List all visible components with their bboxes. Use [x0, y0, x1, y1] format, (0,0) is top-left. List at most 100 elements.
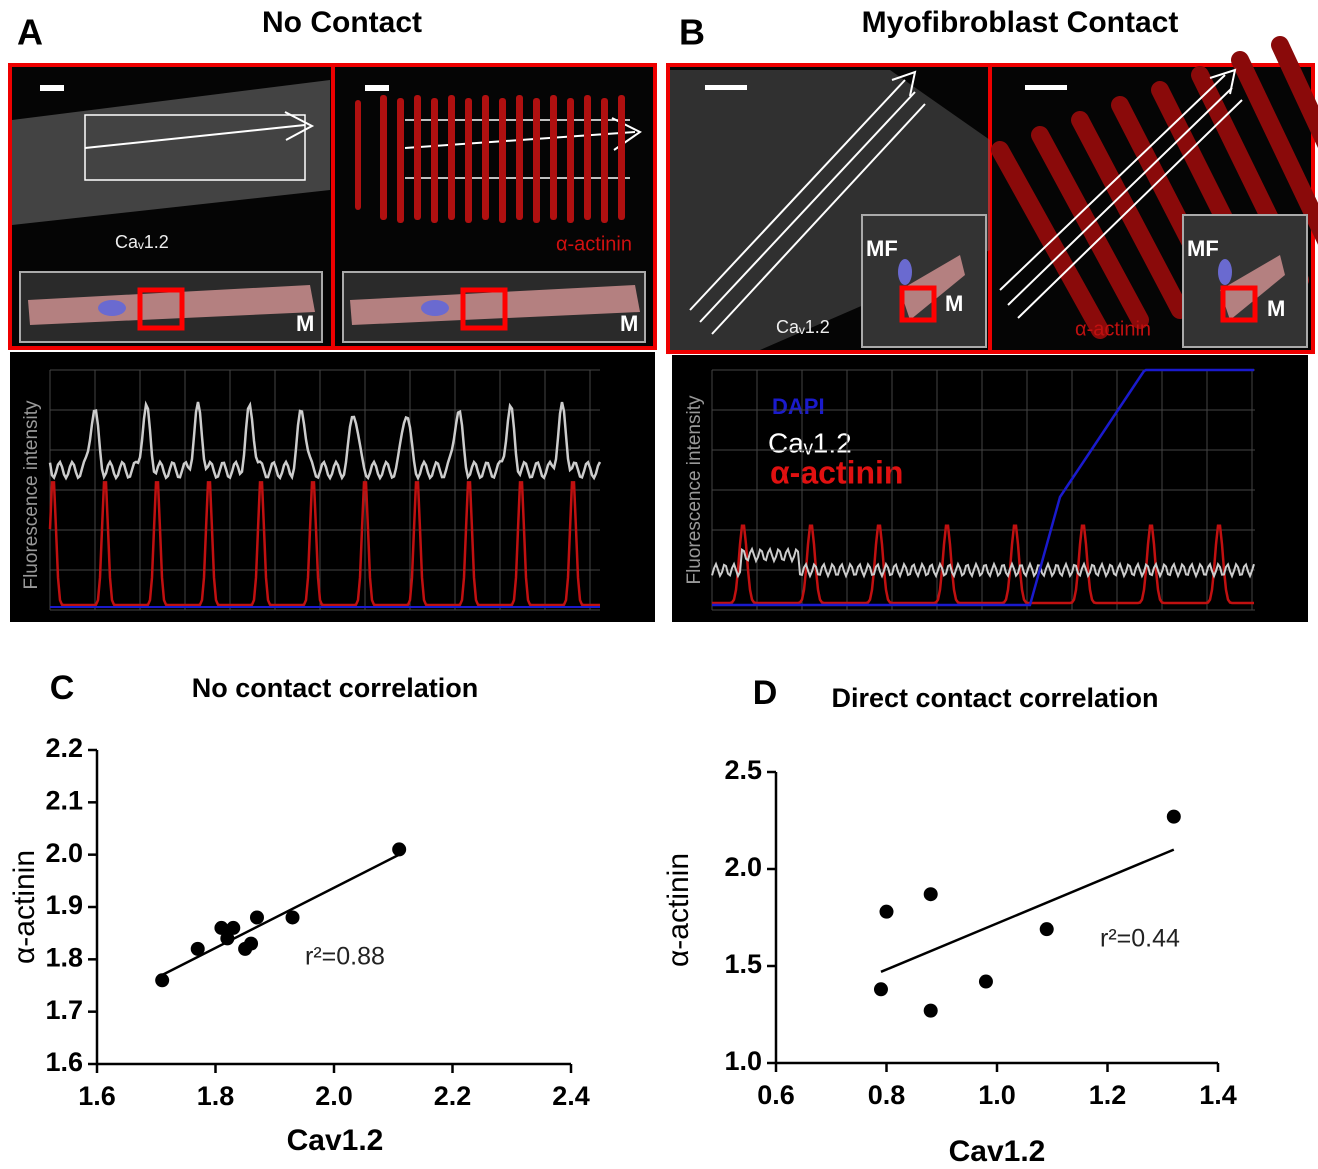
stripe — [397, 98, 404, 223]
image-label: Caᵥ1.2 — [776, 317, 830, 337]
panel-letter: B — [679, 12, 705, 53]
stripe — [1031, 126, 1149, 329]
legend-label: α-actinin — [770, 454, 903, 490]
y-tick-label: 1.0 — [724, 1046, 762, 1076]
point — [873, 982, 888, 997]
profile-plot — [10, 352, 655, 622]
stripe — [584, 95, 591, 220]
point — [923, 887, 938, 902]
point — [392, 842, 407, 857]
y-tick-label: 2.5 — [724, 755, 762, 785]
point — [244, 936, 259, 951]
stripe — [431, 98, 438, 223]
point — [190, 941, 205, 956]
profile-trace — [711, 546, 1255, 579]
stripe — [482, 95, 489, 220]
panel-title: No Contact — [262, 6, 422, 39]
x-tick-label: 1.8 — [197, 1081, 235, 1111]
scale-bar — [1025, 85, 1067, 90]
point — [220, 931, 235, 946]
stripe — [355, 100, 361, 210]
x-tick-label: 0.8 — [868, 1080, 906, 1110]
y-tick-label: 1.5 — [724, 949, 762, 979]
annotation: r²=0.88 — [305, 943, 385, 971]
axis-label: Fluorescence intensity — [21, 400, 42, 590]
image-label: M — [620, 311, 638, 336]
inset — [19, 271, 646, 343]
point — [285, 910, 300, 925]
fit-line — [880, 848, 1175, 973]
x-tick-label: 1.2 — [1089, 1080, 1127, 1110]
stripe — [533, 98, 540, 223]
point — [226, 920, 241, 935]
y-tick-label: 2.0 — [45, 838, 83, 868]
legend-label: DAPI — [772, 394, 825, 419]
profile-trace — [712, 368, 1254, 607]
stripe — [516, 95, 523, 220]
point — [1039, 922, 1054, 937]
y-tick-label: 2.0 — [724, 852, 762, 882]
cell — [12, 80, 330, 225]
image-label: Caᵥ1.2 — [115, 232, 169, 252]
stripe — [1271, 36, 1318, 149]
scale-bar — [705, 85, 747, 90]
profile-trace — [712, 524, 1254, 605]
x-tick-label: 2.4 — [552, 1081, 590, 1111]
chart-title: No contact correlation — [192, 673, 479, 703]
x-axis-label: Cav1.2 — [949, 1135, 1046, 1168]
point — [155, 973, 170, 988]
stripe — [499, 98, 506, 223]
stripe — [414, 95, 421, 220]
point — [879, 904, 894, 919]
y-axis-label: α-actinin — [662, 853, 695, 967]
panel-letter: C — [50, 669, 75, 707]
arrow — [689, 68, 1243, 335]
stripe — [380, 95, 387, 220]
stripe — [465, 98, 472, 223]
x-tick-label: 2.2 — [434, 1081, 472, 1111]
x-tick-label: 0.6 — [757, 1080, 795, 1110]
legend-label: Caᵥ1.2 — [768, 427, 852, 458]
x-tick-label: 1.6 — [78, 1081, 116, 1111]
x-tick-label: 1.0 — [978, 1080, 1016, 1110]
scale-bar — [40, 85, 64, 91]
panel-letter: D — [753, 674, 778, 712]
y-tick-label: 1.7 — [45, 995, 83, 1025]
point — [1166, 809, 1181, 824]
y-tick-label: 1.6 — [45, 1047, 83, 1077]
y-tick-label: 2.1 — [45, 785, 83, 815]
image-label: M — [1267, 296, 1285, 321]
y-axis-label: α-actinin — [8, 850, 41, 964]
y-tick-label: 1.8 — [45, 942, 83, 972]
stripe — [618, 95, 625, 220]
panel-letter: A — [17, 12, 43, 53]
stripe — [601, 98, 608, 223]
fit-line — [161, 853, 400, 977]
profile-trace — [48, 400, 602, 481]
image-label: MF — [1187, 236, 1219, 261]
point — [923, 1003, 938, 1018]
image-label: α-actinin — [1075, 318, 1151, 340]
profile-trace — [48, 481, 600, 607]
scale-bar — [365, 85, 389, 91]
stripe — [991, 141, 1109, 339]
axis-label: Fluorescence intensity — [684, 395, 705, 585]
chart-title: Direct contact correlation — [831, 683, 1158, 713]
inset — [861, 214, 1308, 348]
stripe — [567, 98, 574, 223]
image-label: M — [945, 291, 963, 316]
y-tick-label: 2.2 — [45, 733, 83, 763]
image-label: MF — [866, 236, 898, 261]
x-axis-label: Cav1.2 — [287, 1124, 384, 1157]
point — [978, 974, 993, 989]
stripe — [1231, 51, 1318, 245]
image-label: M — [296, 311, 314, 336]
stripe — [550, 95, 557, 220]
image-label: α-actinin — [556, 233, 632, 255]
x-tick-label: 1.4 — [1199, 1080, 1237, 1110]
stripes — [355, 95, 625, 223]
x-tick-label: 2.0 — [315, 1081, 353, 1111]
point — [214, 920, 229, 935]
